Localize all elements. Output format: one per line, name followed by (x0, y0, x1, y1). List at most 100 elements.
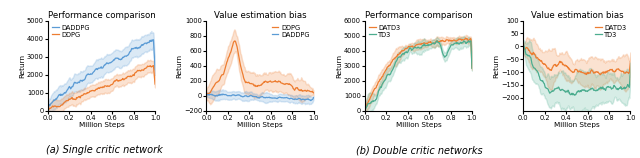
DATD3 (361, 107, 369, 109)
DDPG (49, 106, 56, 107)
TD3 (367, 101, 375, 103)
DADDPG (207, 94, 214, 95)
DATD3 (462, 37, 470, 39)
DDPG (232, 41, 239, 43)
DADDPG (307, 100, 315, 102)
DADDPG (49, 101, 56, 103)
Legend: DATD3, TD3: DATD3, TD3 (368, 24, 401, 38)
TD3 (361, 109, 369, 111)
Title: Performance comparison: Performance comparison (365, 11, 472, 20)
DDPG (146, 65, 154, 67)
DATD3 (622, 71, 630, 73)
TD3 (571, 94, 579, 96)
DADDPG (305, 99, 312, 100)
Title: Value estimation bias: Value estimation bias (531, 11, 623, 20)
Line: DADDPG: DADDPG (48, 40, 155, 107)
DADDPG (142, 42, 150, 44)
X-axis label: Million Steps: Million Steps (79, 122, 124, 128)
DATD3 (524, 48, 532, 50)
TD3 (390, 67, 397, 69)
DADDPG (146, 40, 154, 42)
TD3 (381, 79, 388, 81)
DDPG (51, 105, 58, 107)
DADDPG (44, 106, 52, 108)
DADDPG (203, 94, 211, 96)
DDPG (150, 65, 157, 67)
Line: TD3: TD3 (524, 45, 630, 95)
DADDPG (73, 82, 81, 84)
Line: DDPG: DDPG (48, 66, 155, 109)
Legend: DATD3, TD3: DATD3, TD3 (595, 24, 627, 38)
Legend: DDPG, DADDPG: DDPG, DADDPG (271, 24, 310, 38)
DDPG (223, 63, 230, 65)
DADDPG (149, 39, 157, 41)
TD3 (526, 55, 534, 57)
DDPG (203, 94, 211, 95)
Y-axis label: Return: Return (19, 54, 26, 78)
DADDPG (310, 97, 317, 99)
DADDPG (51, 100, 58, 101)
DATD3 (627, 61, 634, 62)
X-axis label: Million Steps: Million Steps (237, 122, 283, 128)
Title: Performance comparison: Performance comparison (47, 11, 156, 20)
Line: DDPG: DDPG (207, 41, 314, 94)
DDPG (142, 67, 150, 69)
DDPG (44, 109, 52, 110)
TD3 (618, 88, 626, 90)
DATD3 (596, 74, 604, 76)
DATD3 (367, 95, 375, 97)
DADDPG (209, 94, 217, 96)
Line: DATD3: DATD3 (365, 38, 472, 108)
DATD3 (540, 64, 548, 65)
TD3 (365, 103, 373, 104)
X-axis label: Million Steps: Million Steps (396, 122, 442, 128)
DADDPG (301, 99, 308, 101)
Title: Value estimation bias: Value estimation bias (214, 11, 307, 20)
TD3 (463, 42, 470, 43)
TD3 (627, 71, 634, 73)
DADDPG (151, 69, 159, 71)
DDPG (231, 40, 239, 42)
DATD3 (522, 47, 530, 49)
DATD3 (463, 38, 471, 40)
Y-axis label: Return: Return (337, 54, 342, 78)
Y-axis label: Return: Return (177, 54, 182, 78)
Line: DATD3: DATD3 (524, 48, 630, 75)
TD3 (524, 55, 531, 57)
Y-axis label: Return: Return (493, 54, 500, 78)
TD3 (548, 91, 556, 92)
DDPG (73, 97, 81, 98)
Text: (b) Double critic networks: (b) Double critic networks (356, 145, 483, 155)
DDPG (64, 100, 72, 102)
DDPG (301, 89, 308, 91)
Line: TD3: TD3 (365, 41, 472, 110)
DATD3 (365, 99, 373, 101)
DADDPG (220, 93, 227, 95)
DATD3 (459, 39, 467, 41)
DADDPG (232, 95, 239, 97)
DATD3 (618, 70, 626, 72)
DDPG (310, 92, 317, 94)
TD3 (621, 87, 629, 89)
DATD3 (548, 67, 556, 68)
DDPG (207, 91, 214, 93)
TD3 (459, 42, 467, 44)
Legend: DADDPG, DDPG: DADDPG, DDPG (51, 24, 90, 38)
DDPG (151, 83, 159, 85)
DATD3 (468, 67, 476, 69)
Line: DADDPG: DADDPG (207, 94, 314, 101)
DATD3 (390, 58, 397, 60)
DADDPG (223, 94, 231, 96)
X-axis label: Million Steps: Million Steps (554, 122, 600, 128)
TD3 (468, 67, 476, 69)
DATD3 (520, 47, 527, 49)
TD3 (540, 81, 547, 83)
DATD3 (527, 52, 534, 54)
TD3 (465, 40, 472, 42)
DATD3 (381, 71, 388, 73)
Text: (a) Single critic network: (a) Single critic network (46, 145, 163, 155)
DADDPG (64, 88, 72, 90)
TD3 (520, 44, 527, 46)
DDPG (305, 90, 312, 92)
DDPG (209, 87, 217, 89)
